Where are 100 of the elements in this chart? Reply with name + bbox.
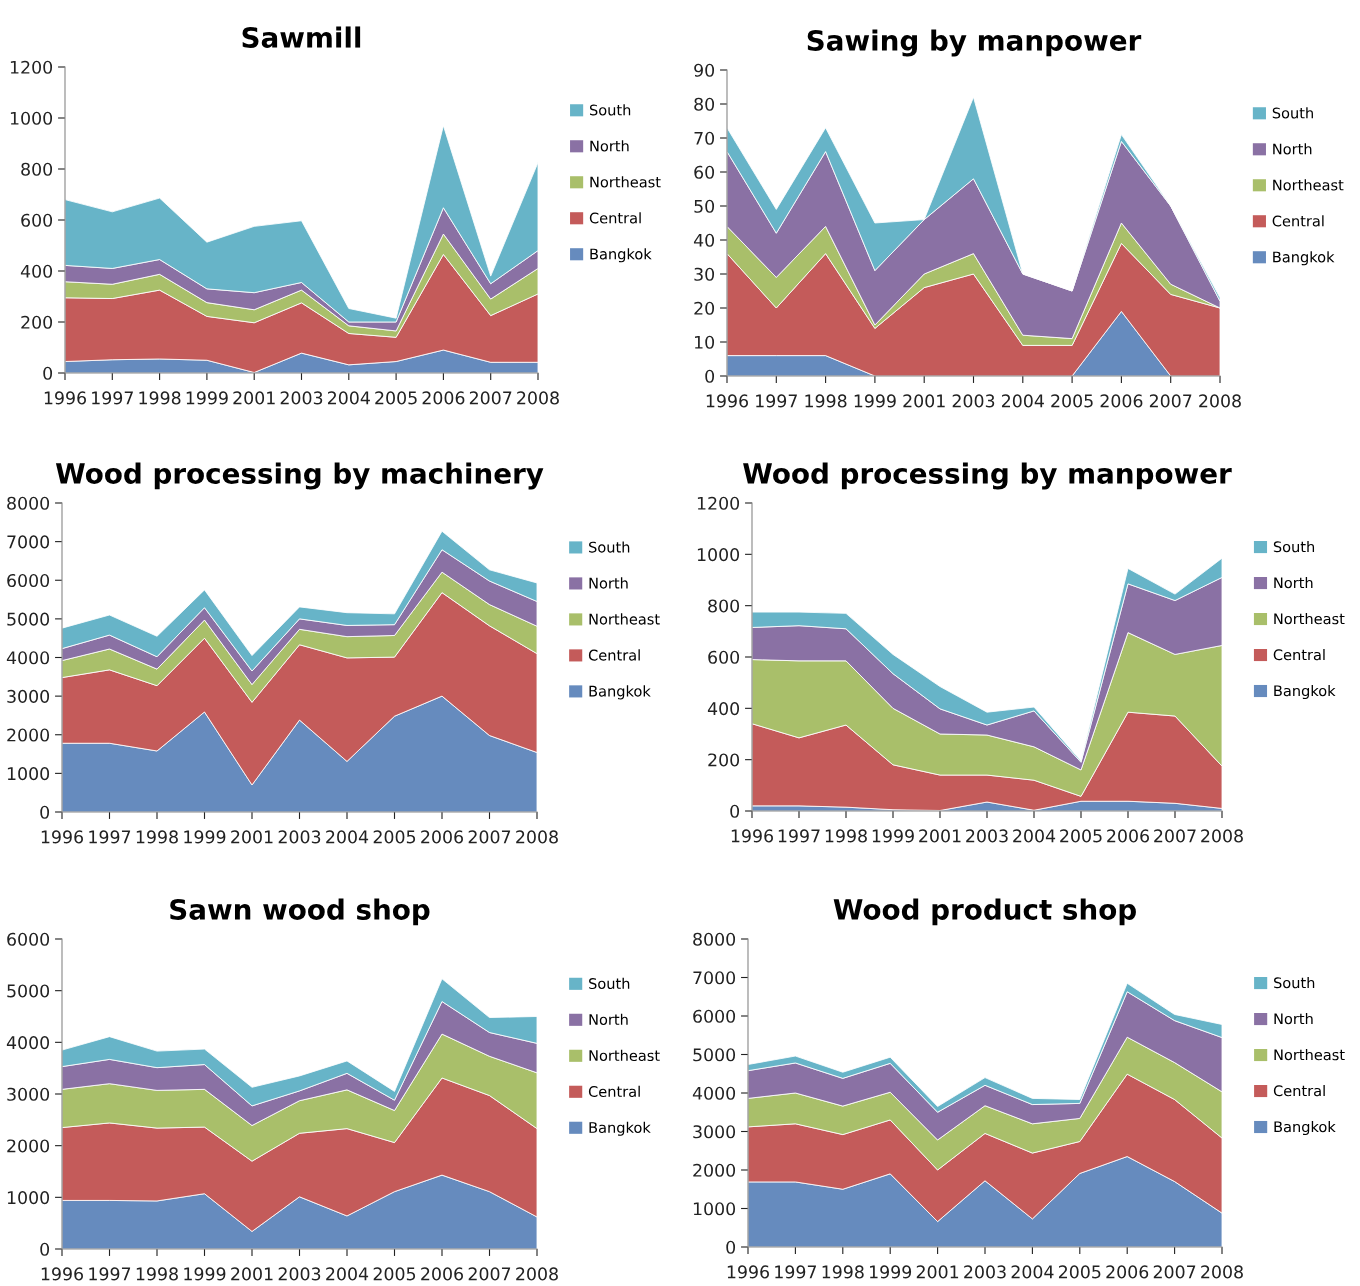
x-tick-label: 1997 [756, 394, 797, 408]
y-tick-label: 10 [695, 335, 715, 349]
y-tick-label: 90 [694, 63, 715, 77]
y-tick-label: 60 [694, 165, 715, 179]
x-tick-label: 1999 [870, 1265, 912, 1279]
x-tick-label: 2008 [1199, 394, 1241, 408]
x-tick-label: 1998 [822, 1265, 864, 1279]
y-tick-label: 0 [730, 804, 740, 818]
y-tick-label: 2000 [693, 1163, 736, 1177]
y-tick-label: 70 [694, 131, 715, 145]
legend-label: North [1274, 1012, 1313, 1025]
y-tick-label: 7000 [7, 535, 50, 549]
legend-label: North [589, 577, 628, 589]
y-tick-label: 200 [708, 753, 740, 767]
x-tick-label: 1998 [825, 829, 867, 843]
y-tick-label: 1000 [7, 767, 50, 781]
y-tick-label: 20 [694, 301, 715, 315]
y-tick-label: 600 [708, 650, 740, 664]
x-tick-label: 2006 [421, 1267, 463, 1281]
y-tick-label: 200 [21, 315, 53, 329]
y-tick-label: 4000 [6, 1036, 50, 1050]
y-tick-label: 6000 [693, 1009, 736, 1023]
x-tick-label: 2004 [1011, 1265, 1054, 1279]
y-tick-label: 4000 [692, 1086, 736, 1100]
x-tick-label: 1996 [731, 829, 773, 843]
y-tick-label: 800 [21, 162, 53, 176]
x-tick-label: 2006 [1106, 1265, 1149, 1279]
x-tick-label: 2004 [1001, 394, 1044, 408]
legend-label: South [589, 541, 630, 553]
legend-label: Bangkok [590, 248, 652, 263]
y-tick-label: 2000 [7, 728, 50, 742]
legend-label: South [589, 977, 630, 990]
x-tick-label: 1997 [92, 391, 133, 405]
legend-label: Bangkok [589, 1121, 651, 1136]
y-tick-label: 40 [693, 233, 715, 247]
y-tick-label: 3000 [693, 1125, 736, 1139]
x-tick-label: 2006 [1107, 829, 1149, 843]
x-tick-label: 1999 [186, 391, 228, 405]
x-tick-label: 2005 [1060, 829, 1102, 843]
x-tick-label: 2003 [964, 1265, 1006, 1279]
y-tick-label: 400 [20, 264, 53, 278]
legend-label: North [1273, 143, 1312, 155]
y-tick-label: 5000 [7, 612, 50, 626]
chart-title: Sawmill [242, 26, 361, 48]
legend-label: Northeast [1274, 612, 1345, 625]
y-tick-label: 0 [40, 1242, 50, 1256]
x-tick-label: 1997 [89, 830, 131, 844]
x-tick-label: 2008 [517, 391, 559, 405]
x-tick-label: 2007 [1149, 394, 1192, 408]
x-tick-label: 1999 [854, 394, 896, 408]
y-tick-label: 1200 [697, 496, 740, 510]
x-tick-label: 2001 [916, 1265, 959, 1279]
y-tick-label: 0 [43, 366, 53, 380]
x-tick-label: 2001 [903, 394, 945, 408]
y-tick-label: 1000 [7, 1191, 50, 1205]
legend-label: North [589, 1013, 628, 1026]
legend-label: Bangkok [1273, 251, 1335, 266]
x-tick-label: 2007 [1153, 1265, 1196, 1279]
x-tick-label: 2006 [422, 391, 465, 405]
legend-label: Bangkok [589, 685, 651, 700]
x-tick-label: 1999 [872, 829, 914, 843]
legend-label: South [589, 104, 631, 116]
legend-label: Central [1273, 648, 1325, 661]
x-tick-label: 2005 [373, 830, 416, 844]
x-tick-label: 2001 [231, 830, 273, 844]
y-tick-label: 4000 [6, 651, 50, 665]
y-tick-label: 6000 [7, 932, 50, 946]
y-tick-label: 7000 [693, 971, 736, 985]
x-tick-label: 2008 [1201, 829, 1243, 843]
x-tick-label: 2008 [516, 1267, 558, 1281]
x-tick-label: 1997 [89, 1267, 131, 1281]
y-tick-label: 8000 [693, 932, 736, 946]
y-tick-label: 3000 [7, 1087, 50, 1101]
y-tick-label: 50 [694, 199, 715, 213]
x-tick-label: 1996 [44, 391, 86, 405]
x-tick-label: 1997 [778, 829, 820, 843]
x-tick-label: 1996 [41, 830, 83, 844]
x-tick-label: 2007 [468, 830, 511, 844]
x-tick-label: 2004 [326, 1267, 369, 1281]
y-tick-label: 1000 [10, 111, 53, 125]
y-tick-label: 1000 [693, 1202, 736, 1216]
x-tick-label: 2006 [421, 830, 463, 844]
legend-label: Bangkok [1274, 684, 1336, 700]
y-tick-label: 5000 [693, 1048, 736, 1062]
x-tick-label: 2005 [375, 391, 417, 405]
y-tick-label: 1000 [697, 548, 740, 562]
legend-label: Northeast [1273, 179, 1344, 191]
x-tick-label: 2008 [1201, 1265, 1243, 1279]
x-tick-label: 2003 [278, 830, 321, 844]
legend-label: South [1273, 541, 1315, 553]
x-tick-label: 2001 [231, 1267, 273, 1281]
x-tick-label: 2003 [280, 391, 323, 405]
y-tick-label: 80 [694, 97, 715, 111]
chart-title: Sawn wood shop [170, 898, 430, 926]
y-tick-label: 1200 [10, 60, 53, 74]
y-tick-label: 0 [40, 805, 50, 819]
y-tick-label: 0 [705, 369, 715, 383]
y-tick-label: 6000 [7, 573, 50, 588]
x-tick-label: 2003 [952, 394, 995, 408]
x-tick-label: 1996 [706, 394, 748, 408]
